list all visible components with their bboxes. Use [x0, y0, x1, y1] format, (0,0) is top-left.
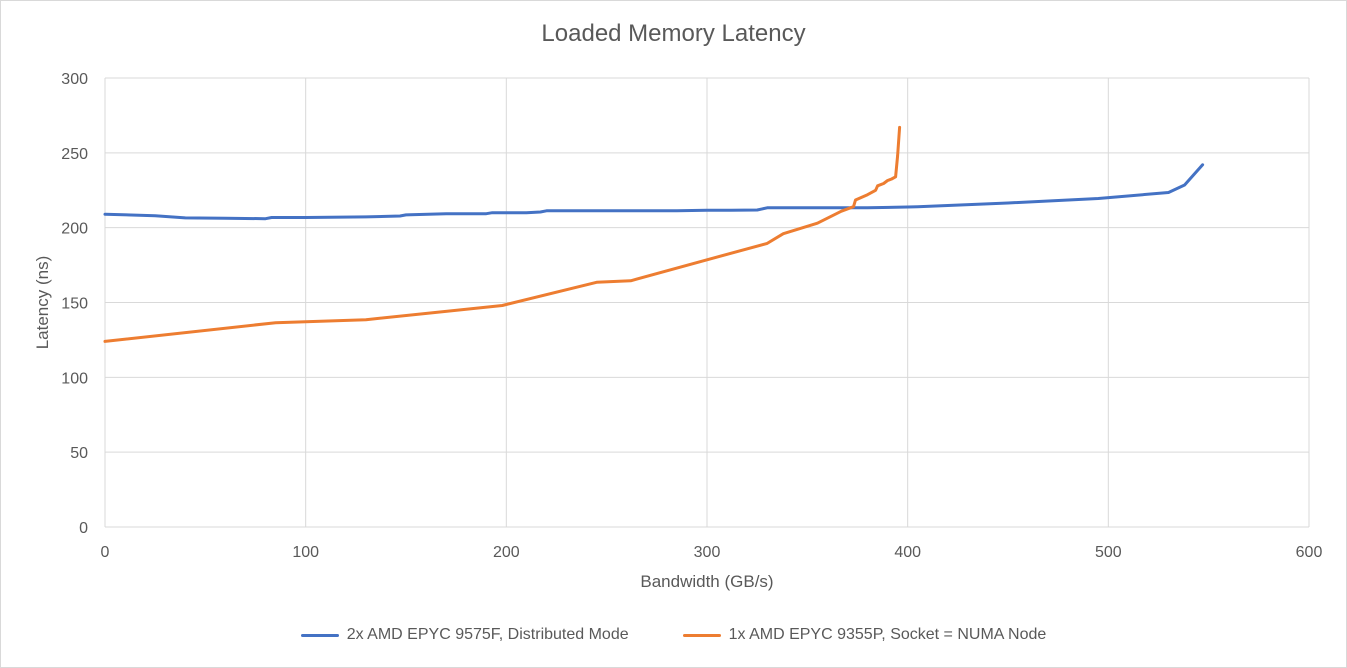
- y-tick-label: 200: [61, 221, 88, 238]
- x-axis-label: Bandwidth (GB/s): [640, 572, 773, 591]
- x-tick-label: 0: [101, 544, 110, 561]
- legend-item-9355p: 1x AMD EPYC 9355P, Socket = NUMA Node: [682, 626, 1047, 644]
- legend-label-9355p: 1x AMD EPYC 9355P, Socket = NUMA Node: [728, 626, 1047, 643]
- x-tick-label: 600: [1296, 544, 1323, 561]
- x-tick-label: 500: [1095, 544, 1122, 561]
- grid-lines: [104, 77, 1310, 528]
- x-tick-label: 200: [493, 544, 520, 561]
- y-tick-label: 50: [70, 445, 88, 462]
- legend-swatch-9355p: [682, 633, 721, 637]
- legend-item-9575f: 2x AMD EPYC 9575F, Distributed Mode: [300, 626, 629, 644]
- legend-swatch-9575f: [300, 633, 339, 637]
- x-tick-label: 400: [894, 544, 921, 561]
- chart-title: Loaded Memory Latency: [541, 20, 806, 47]
- y-axis-label: Latency (ns): [33, 256, 52, 350]
- series-line-1: [103, 125, 902, 343]
- y-tick-label: 150: [61, 296, 88, 313]
- y-tick-label: 100: [61, 370, 88, 387]
- y-tick-label: 0: [79, 520, 88, 537]
- y-tick-label: 250: [61, 146, 88, 163]
- x-tick-label: 300: [694, 544, 721, 561]
- series-lines: [103, 125, 1205, 343]
- chart-legend: 2x AMD EPYC 9575F, Distributed Mode 1x A…: [0, 626, 1347, 644]
- legend-label-9575f: 2x AMD EPYC 9575F, Distributed Mode: [346, 626, 629, 643]
- x-tick-label: 100: [292, 544, 319, 561]
- y-tick-label: 300: [61, 71, 88, 88]
- axes: 0 50 100 150 200 250 300 0 100 200 300 400 500 600: [61, 71, 1322, 561]
- series-line-0: [103, 163, 1205, 221]
